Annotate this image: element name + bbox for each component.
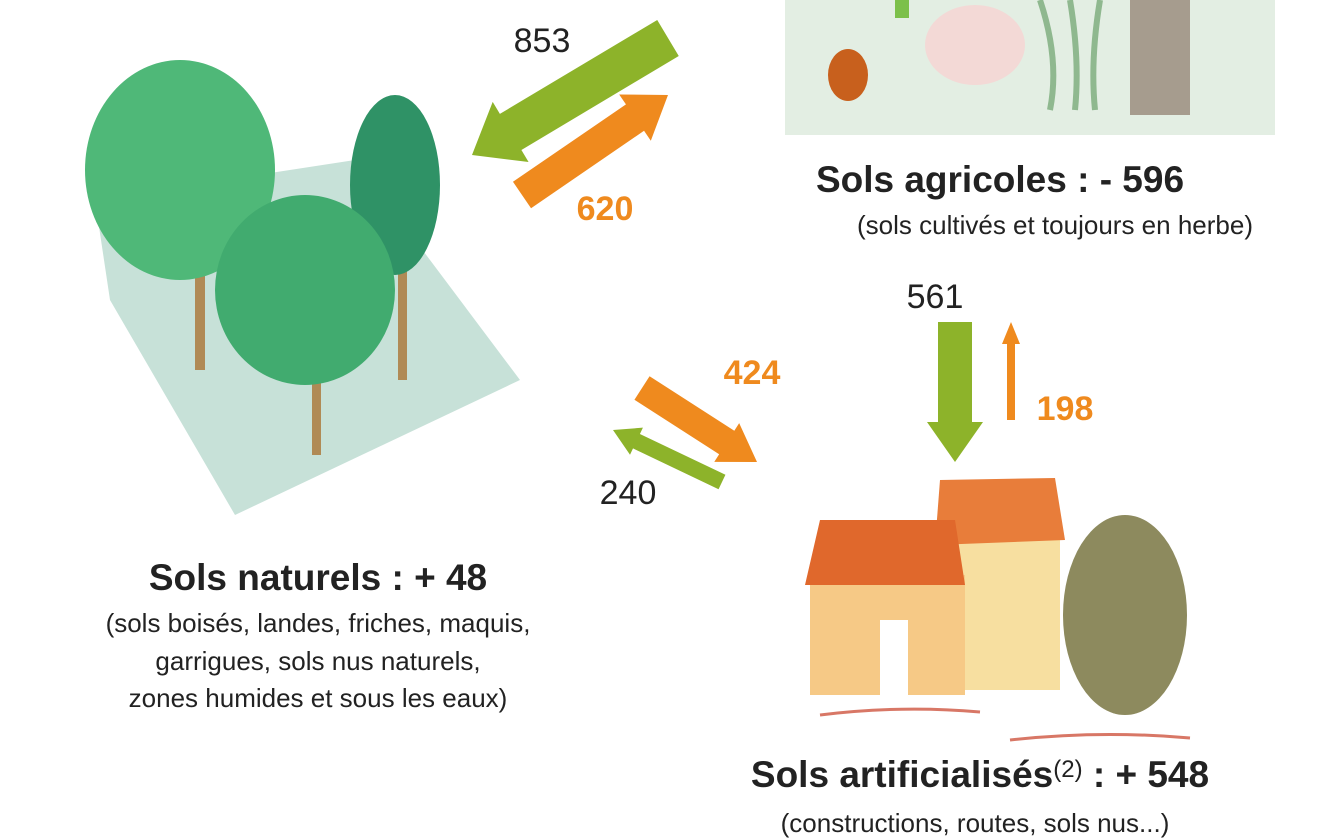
flow-arrow xyxy=(927,322,983,462)
node-description: (sols boisés, landes, friches, maquis, xyxy=(106,608,531,638)
flow-label: 198 xyxy=(1037,390,1094,428)
houses-illustration xyxy=(805,478,1190,740)
node-description: zones humides et sous les eaux) xyxy=(129,683,508,713)
node-description: (sols cultivés et toujours en herbe) xyxy=(857,210,1253,240)
node-heading: Sols naturels : + 48 xyxy=(149,557,487,598)
flow-arrow xyxy=(1002,322,1020,420)
heading-text: : + 548 xyxy=(1083,754,1210,795)
flow-label: 561 xyxy=(907,278,964,316)
flow-label: 620 xyxy=(577,190,634,228)
node-heading: Sols agricoles : - 596 xyxy=(816,159,1184,200)
forest-illustration xyxy=(85,60,520,515)
flow-label: 240 xyxy=(600,474,657,512)
footnote-ref: (2) xyxy=(1053,756,1082,783)
heading-text: Sols artificialisés xyxy=(751,754,1053,795)
flow-label: 424 xyxy=(724,354,781,392)
farm-illustration xyxy=(785,0,1275,135)
flow-label: 853 xyxy=(514,22,571,60)
node-description: garrigues, sols nus naturels, xyxy=(155,646,480,676)
node-heading: Sols artificialisés(2) : + 548 xyxy=(751,754,1209,795)
diagram: 853 620 561 198 424 240 Sols naturels : … xyxy=(0,0,1344,840)
node-description: (constructions, routes, sols nus...) xyxy=(781,808,1170,838)
